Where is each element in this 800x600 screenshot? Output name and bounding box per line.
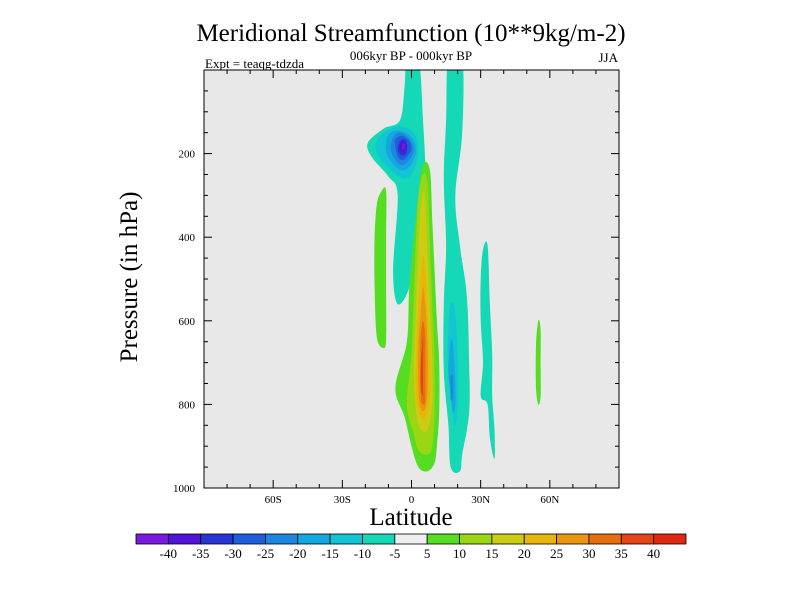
contour-region-neg40-core — [402, 143, 405, 150]
contour-fill-group — [367, 70, 541, 473]
colorbar-swatch — [135, 533, 169, 545]
colorbar-label: -5 — [389, 546, 400, 561]
colorbar-label: 10 — [453, 546, 466, 561]
colorbar-swatch — [362, 533, 396, 545]
colorbar-label: 25 — [550, 546, 563, 561]
colorbar-swatch — [491, 533, 525, 545]
x-tick-label: 30S — [334, 494, 351, 506]
x-tick-label: 30N — [471, 494, 490, 506]
contour-region-pos5-55N — [535, 319, 541, 405]
experiment-label: Expt = teaqg-tdzda — [205, 56, 304, 71]
colorbar-swatch — [232, 533, 266, 545]
colorbar-label: 5 — [424, 546, 431, 561]
colorbar-swatch — [297, 533, 331, 545]
colorbar-label: -40 — [160, 546, 177, 561]
colorbar-swatch — [653, 533, 687, 545]
colorbar-swatch — [556, 533, 590, 545]
colorbar-label: 35 — [615, 546, 628, 561]
colorbar-swatch — [523, 533, 557, 545]
colorbar-label: 15 — [485, 546, 498, 561]
colorbar-label: -25 — [257, 546, 274, 561]
colorbar-swatch — [265, 533, 299, 545]
colorbar-swatch — [459, 533, 493, 545]
chart-title: Meridional Streamfunction (10**9kg/m-2) — [196, 20, 625, 47]
colorbar-label: 20 — [518, 546, 531, 561]
contour-region-neg20-20N — [450, 374, 454, 401]
colorbar-swatch — [167, 533, 202, 545]
season-label: JJA — [598, 50, 618, 65]
colorbar-swatch — [329, 533, 363, 545]
x-tick-label: 60S — [265, 494, 282, 506]
colorbar-label: -15 — [321, 546, 338, 561]
x-tick-label: 60N — [540, 494, 559, 506]
contour-region-neg5-35N — [480, 241, 495, 459]
colorbar-swatch — [588, 533, 622, 545]
y-tick-label: 200 — [179, 149, 196, 161]
colorbar-label: 40 — [647, 546, 660, 561]
contour-region-pos35-lower — [420, 337, 424, 396]
contour-region-neg5-upper — [367, 70, 426, 305]
x-axis-label: Latitude — [369, 504, 452, 531]
colorbar-swatch — [426, 533, 460, 545]
colorbar-label: -20 — [289, 546, 306, 561]
colorbar-swatch — [200, 533, 234, 545]
y-axis-label: Pressure (in hPa) — [116, 192, 143, 363]
colorbar-swatch — [394, 533, 428, 545]
colorbar-label: -35 — [192, 546, 209, 561]
y-tick-label: 800 — [179, 399, 196, 411]
colorbar-label: -10 — [354, 546, 371, 561]
colorbar-swatch — [620, 533, 655, 545]
y-tick-label: 400 — [179, 232, 196, 244]
x-tick-label: 0 — [409, 494, 415, 506]
y-tick-label: 1000 — [173, 483, 196, 495]
y-tick-label: 600 — [179, 316, 196, 328]
colorbar-label: -30 — [224, 546, 241, 561]
colorbar-label: 30 — [582, 546, 595, 561]
chart-subtitle: 006kyr BP - 000kyr BP — [350, 48, 472, 63]
contour-region-pos5-10S — [374, 187, 387, 348]
